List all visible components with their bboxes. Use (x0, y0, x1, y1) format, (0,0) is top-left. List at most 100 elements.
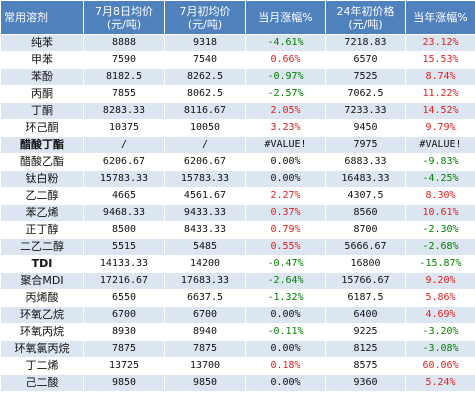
cell-solvent-name[interactable]: 苯乙烯 (0, 204, 84, 222)
cell-year-change[interactable]: 9.79% (405, 119, 475, 137)
cell-price-2024-start[interactable]: 9450 (325, 119, 406, 137)
cell-solvent-name[interactable]: 己二酸 (0, 374, 84, 392)
cell-price-jul8[interactable]: 9468.33 (83, 204, 165, 222)
cell-year-change[interactable]: -4.25% (405, 170, 475, 188)
cell-price-2024-start[interactable]: 8700 (325, 221, 406, 239)
cell-month-change[interactable]: -2.57% (245, 85, 326, 103)
cell-month-change[interactable]: 2.27% (245, 187, 326, 205)
cell-price-2024-start[interactable]: 6400 (325, 306, 406, 324)
cell-year-change[interactable]: 4.69% (405, 306, 475, 324)
cell-price-jul8[interactable]: 10375 (83, 119, 165, 137)
cell-price-jul8[interactable]: 8283.33 (83, 102, 165, 120)
cell-price-2024-start[interactable]: 5666.67 (325, 238, 406, 256)
cell-price-jul8[interactable]: 6550 (83, 289, 165, 307)
cell-price-jul8[interactable]: 17216.67 (83, 272, 165, 290)
cell-price-jul-start[interactable]: 4561.67 (164, 187, 246, 205)
cell-year-change[interactable]: -2.30% (405, 221, 475, 239)
cell-month-change[interactable]: -2.64% (245, 272, 326, 290)
cell-price-2024-start[interactable]: 7233.33 (325, 102, 406, 120)
cell-solvent-name[interactable]: 乙二醇 (0, 187, 84, 205)
cell-price-jul8[interactable]: 8930 (83, 323, 165, 341)
cell-year-change[interactable]: 5.86% (405, 289, 475, 307)
header-year-change[interactable]: 当年涨幅% (405, 0, 475, 35)
cell-price-jul-start[interactable]: 6206.67 (164, 153, 246, 171)
cell-price-2024-start[interactable]: 8125 (325, 340, 406, 358)
cell-price-jul8[interactable]: 15783.33 (83, 170, 165, 188)
header-price-jul-start[interactable]: 7月初均价 (元/吨) (164, 0, 246, 35)
cell-price-2024-start[interactable]: 7062.5 (325, 85, 406, 103)
cell-year-change[interactable]: -9.83% (405, 153, 475, 171)
cell-solvent-name[interactable]: 正丁醇 (0, 221, 84, 239)
cell-price-jul8[interactable]: / (83, 136, 165, 154)
cell-solvent-name[interactable]: 钛白粉 (0, 170, 84, 188)
cell-solvent-name[interactable]: 丙酮 (0, 85, 84, 103)
cell-solvent-name[interactable]: 聚合MDI (0, 272, 84, 290)
cell-price-jul-start[interactable]: 9318 (164, 34, 246, 52)
cell-solvent-name[interactable]: 醋酸丁酯 (0, 136, 84, 154)
cell-price-jul-start[interactable]: 8062.5 (164, 85, 246, 103)
cell-year-change[interactable]: 60.06% (405, 357, 475, 375)
cell-price-jul-start[interactable]: 6700 (164, 306, 246, 324)
cell-year-change[interactable]: 23.12% (405, 34, 475, 52)
header-price-jul8[interactable]: 7月8日均价 (元/吨) (83, 0, 165, 35)
cell-month-change[interactable]: 0.37% (245, 204, 326, 222)
cell-year-change[interactable]: -2.68% (405, 238, 475, 256)
cell-month-change[interactable]: -0.97% (245, 68, 326, 86)
cell-price-2024-start[interactable]: 15766.67 (325, 272, 406, 290)
cell-price-jul-start[interactable]: 8116.67 (164, 102, 246, 120)
cell-solvent-name[interactable]: TDI (0, 255, 84, 273)
cell-price-jul8[interactable]: 5515 (83, 238, 165, 256)
cell-price-jul8[interactable]: 7875 (83, 340, 165, 358)
cell-price-jul-start[interactable]: 9433.33 (164, 204, 246, 222)
header-month-change[interactable]: 当月涨幅% (245, 0, 326, 35)
cell-price-jul-start[interactable]: 8940 (164, 323, 246, 341)
cell-year-change[interactable]: -15.87% (405, 255, 475, 273)
cell-price-jul8[interactable]: 6206.67 (83, 153, 165, 171)
cell-solvent-name[interactable]: 甲苯 (0, 51, 84, 69)
cell-solvent-name[interactable]: 环氧氯丙烷 (0, 340, 84, 358)
cell-month-change[interactable]: #VALUE! (245, 136, 326, 154)
cell-month-change[interactable]: 0.00% (245, 153, 326, 171)
cell-price-jul8[interactable]: 8888 (83, 34, 165, 52)
cell-solvent-name[interactable]: 苯酚 (0, 68, 84, 86)
cell-solvent-name[interactable]: 环氧乙烷 (0, 306, 84, 324)
cell-price-jul-start[interactable]: 14200 (164, 255, 246, 273)
cell-month-change[interactable]: 0.00% (245, 374, 326, 392)
header-solvent[interactable]: 常用溶剂 (0, 0, 84, 35)
cell-month-change[interactable]: 0.00% (245, 170, 326, 188)
cell-price-2024-start[interactable]: 7525 (325, 68, 406, 86)
cell-price-jul-start[interactable]: / (164, 136, 246, 154)
cell-price-jul-start[interactable]: 6637.5 (164, 289, 246, 307)
cell-price-jul8[interactable]: 14133.33 (83, 255, 165, 273)
cell-price-jul-start[interactable]: 10050 (164, 119, 246, 137)
cell-month-change[interactable]: -1.32% (245, 289, 326, 307)
cell-month-change[interactable]: -4.61% (245, 34, 326, 52)
cell-price-2024-start[interactable]: 6570 (325, 51, 406, 69)
cell-month-change[interactable]: 0.55% (245, 238, 326, 256)
cell-month-change[interactable]: 0.66% (245, 51, 326, 69)
cell-month-change[interactable]: 0.00% (245, 340, 326, 358)
cell-month-change[interactable]: 0.79% (245, 221, 326, 239)
cell-solvent-name[interactable]: 丁二烯 (0, 357, 84, 375)
cell-price-jul8[interactable]: 7855 (83, 85, 165, 103)
cell-solvent-name[interactable]: 纯苯 (0, 34, 84, 52)
cell-price-2024-start[interactable]: 7975 (325, 136, 406, 154)
cell-price-jul-start[interactable]: 5485 (164, 238, 246, 256)
cell-solvent-name[interactable]: 环己酮 (0, 119, 84, 137)
cell-month-change[interactable]: 0.18% (245, 357, 326, 375)
cell-year-change[interactable]: #VALUE! (405, 136, 475, 154)
cell-price-2024-start[interactable]: 16800 (325, 255, 406, 273)
cell-year-change[interactable]: 14.52% (405, 102, 475, 120)
cell-price-jul8[interactable]: 6700 (83, 306, 165, 324)
cell-year-change[interactable]: 10.61% (405, 204, 475, 222)
cell-month-change[interactable]: 0.00% (245, 306, 326, 324)
cell-price-2024-start[interactable]: 4307.5 (325, 187, 406, 205)
cell-solvent-name[interactable]: 二乙二醇 (0, 238, 84, 256)
cell-price-jul8[interactable]: 4665 (83, 187, 165, 205)
cell-price-2024-start[interactable]: 7218.83 (325, 34, 406, 52)
cell-price-2024-start[interactable]: 6883.33 (325, 153, 406, 171)
cell-price-2024-start[interactable]: 8560 (325, 204, 406, 222)
cell-price-2024-start[interactable]: 16483.33 (325, 170, 406, 188)
cell-year-change[interactable]: 9.20% (405, 272, 475, 290)
cell-solvent-name[interactable]: 丁酮 (0, 102, 84, 120)
